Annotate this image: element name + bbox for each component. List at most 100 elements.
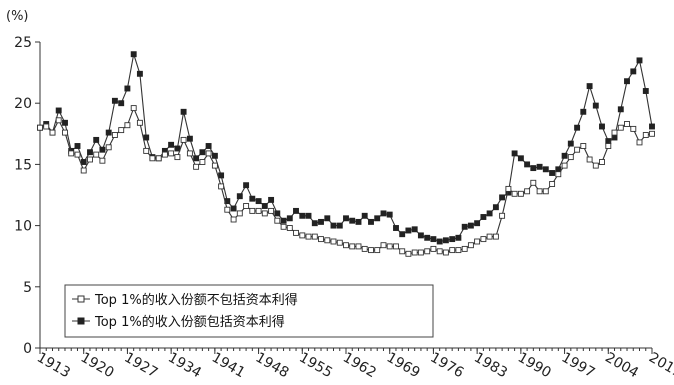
- data-point: [193, 163, 200, 170]
- data-point: [405, 227, 412, 234]
- data-point: [299, 232, 306, 239]
- data-point: [55, 117, 62, 124]
- data-point: [286, 215, 293, 222]
- data-point: [74, 151, 81, 158]
- data-point: [617, 124, 624, 131]
- data-point: [436, 248, 443, 255]
- data-point: [261, 203, 268, 209]
- data-point: [149, 155, 156, 162]
- data-point: [542, 166, 549, 173]
- data-point: [186, 150, 193, 157]
- data-point: [449, 236, 456, 243]
- data-point: [599, 159, 605, 165]
- data-point: [343, 242, 349, 249]
- data-point: [624, 78, 630, 85]
- legend-label-series-1: Top 1%的收入份额包括资本利得: [94, 314, 285, 330]
- data-point: [180, 136, 187, 143]
- data-point: [274, 217, 281, 224]
- data-point: [62, 129, 68, 136]
- data-point: [517, 190, 524, 197]
- data-point: [561, 162, 568, 169]
- data-point: [243, 182, 250, 189]
- data-point: [268, 196, 275, 203]
- data-point: [105, 129, 112, 136]
- data-point: [499, 212, 506, 219]
- x-tick-label: 2011: [646, 350, 674, 382]
- data-point: [499, 194, 506, 201]
- data-point: [211, 162, 218, 169]
- series-layer: [37, 51, 655, 257]
- data-point: [549, 170, 556, 176]
- x-tick-label: 1997: [559, 350, 598, 382]
- data-point: [249, 207, 256, 214]
- data-point: [93, 151, 100, 158]
- data-point: [474, 238, 481, 245]
- data-point: [411, 249, 418, 256]
- data-point: [349, 243, 356, 250]
- series-0: [37, 105, 655, 257]
- data-point: [236, 193, 243, 200]
- data-point: [349, 217, 356, 224]
- x-tick-label: 1955: [296, 350, 335, 382]
- data-point: [280, 223, 287, 230]
- data-point: [636, 139, 643, 146]
- data-point: [280, 217, 287, 224]
- y-tick-label: 5: [23, 280, 32, 296]
- legend-marker-series-1: [77, 317, 85, 325]
- data-point: [274, 210, 281, 217]
- data-point: [318, 236, 324, 243]
- x-tick-label: 1962: [340, 350, 379, 382]
- y-axis-ticks: 0 5 10 15 20 25: [14, 35, 40, 357]
- x-tick-label: 1990: [515, 350, 554, 382]
- series-line: [39, 106, 653, 255]
- data-point: [524, 161, 531, 168]
- x-tick-label: 2004: [602, 350, 641, 382]
- y-tick-label: 10: [14, 219, 32, 235]
- data-point: [511, 190, 518, 197]
- data-point: [624, 121, 630, 127]
- data-point: [361, 212, 368, 219]
- x-axis-ticks: 1913 1920 1927 1934 1941 1948 1955 1962 1969 1976…: [34, 348, 674, 381]
- data-point: [393, 243, 399, 250]
- y-tick-label: 0: [23, 341, 32, 357]
- data-point: [417, 232, 424, 239]
- data-point: [411, 226, 418, 233]
- data-point: [399, 248, 406, 255]
- data-point: [211, 152, 218, 159]
- data-point: [205, 143, 212, 149]
- data-point: [424, 248, 431, 255]
- data-point: [630, 68, 637, 75]
- data-point: [374, 247, 381, 254]
- data-point: [230, 216, 237, 223]
- data-point: [461, 223, 468, 230]
- data-point: [586, 83, 593, 90]
- data-point: [449, 247, 456, 254]
- x-tick-label: 1927: [121, 350, 160, 382]
- data-point: [393, 225, 399, 231]
- data-point: [311, 233, 318, 240]
- x-tick-label: 1969: [384, 350, 423, 382]
- data-point: [261, 210, 268, 217]
- data-point: [505, 185, 512, 192]
- data-point: [111, 97, 118, 104]
- x-tick-label: 1941: [209, 350, 248, 382]
- data-point: [368, 247, 374, 254]
- data-point: [299, 212, 306, 219]
- data-point: [318, 218, 324, 225]
- y-tick-label: 20: [14, 96, 32, 112]
- data-point: [442, 237, 449, 244]
- data-point: [49, 129, 56, 136]
- data-point: [399, 231, 406, 238]
- data-point: [467, 222, 474, 229]
- data-point: [130, 51, 137, 58]
- data-point: [293, 229, 299, 236]
- legend-label-series-0: Top 1%的收入份额不包括资本利得: [94, 292, 298, 308]
- data-point: [136, 119, 143, 126]
- data-point: [87, 149, 93, 156]
- data-point: [105, 144, 112, 151]
- data-point: [524, 188, 531, 195]
- y-tick-label: 15: [14, 157, 32, 173]
- data-point: [549, 181, 556, 187]
- x-tick-label: 1948: [253, 350, 292, 382]
